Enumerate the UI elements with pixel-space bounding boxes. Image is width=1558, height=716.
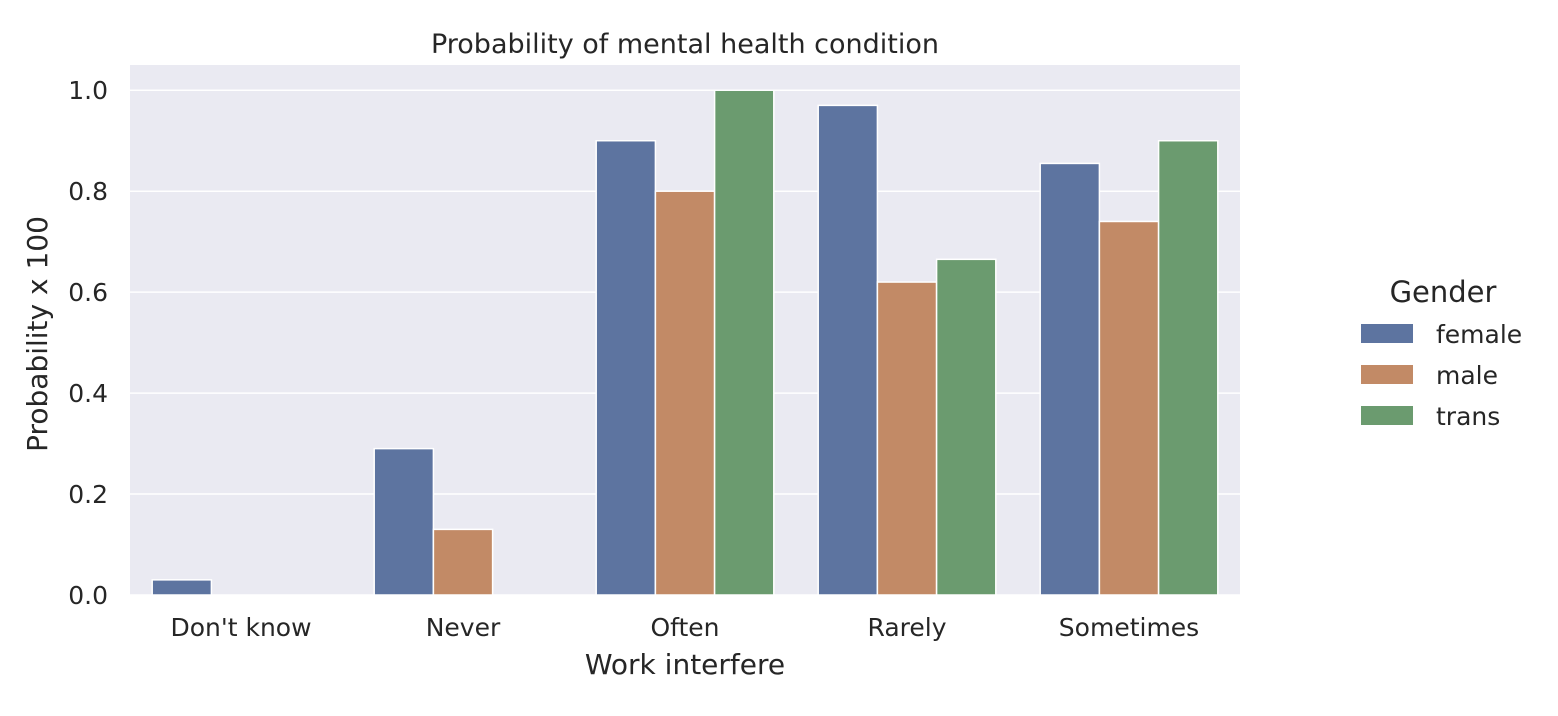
y-tick-label: 0.8 (68, 177, 108, 206)
x-tick-label: Don't know (170, 613, 311, 642)
chart-title: Probability of mental health condition (431, 29, 939, 60)
bar-female-4 (1039, 162, 1101, 596)
y-tick-label: 0.4 (68, 379, 108, 408)
bar-female-1 (373, 447, 435, 596)
bar-trans-2 (713, 89, 775, 596)
legend-swatch-male (1361, 365, 1413, 384)
x-tick-label: Sometimes (1059, 613, 1199, 642)
legend-swatch-female (1361, 324, 1413, 343)
legend-items: female male trans (1361, 320, 1522, 431)
legend-title: Gender (1390, 275, 1497, 309)
legend-label-male: male (1436, 361, 1498, 390)
x-tick-label: Rarely (868, 613, 947, 642)
y-tick-labels: 0.0 0.2 0.4 0.6 0.8 1.0 (68, 76, 108, 610)
bar-female-3 (817, 104, 879, 596)
y-axis-label: Probability x 100 (21, 216, 54, 452)
bar-trans-3 (935, 258, 997, 596)
y-tick-label: 0.2 (68, 480, 108, 509)
bar-trans-4 (1157, 139, 1219, 596)
y-tick-label: 0.0 (68, 581, 108, 610)
bar-female-0 (151, 579, 213, 596)
legend: Gender female male trans (1361, 275, 1522, 431)
bar-female-2 (595, 139, 657, 596)
legend-label-trans: trans (1436, 402, 1500, 431)
legend-label-female: female (1436, 320, 1522, 349)
y-tick-label: 1.0 (68, 76, 108, 105)
bar-male-1 (432, 528, 494, 596)
bar-male-4 (1098, 220, 1160, 596)
x-axis-label: Work interfere (585, 648, 785, 681)
x-tick-label: Never (426, 613, 501, 642)
bar-male-2 (654, 190, 716, 596)
y-tick-label: 0.6 (68, 278, 108, 307)
x-tick-label: Often (650, 613, 719, 642)
bar-male-3 (876, 281, 938, 596)
legend-swatch-trans (1361, 406, 1413, 425)
bars (151, 89, 1219, 596)
x-tick-labels: Don't know Never Often Rarely Sometimes (170, 613, 1199, 642)
